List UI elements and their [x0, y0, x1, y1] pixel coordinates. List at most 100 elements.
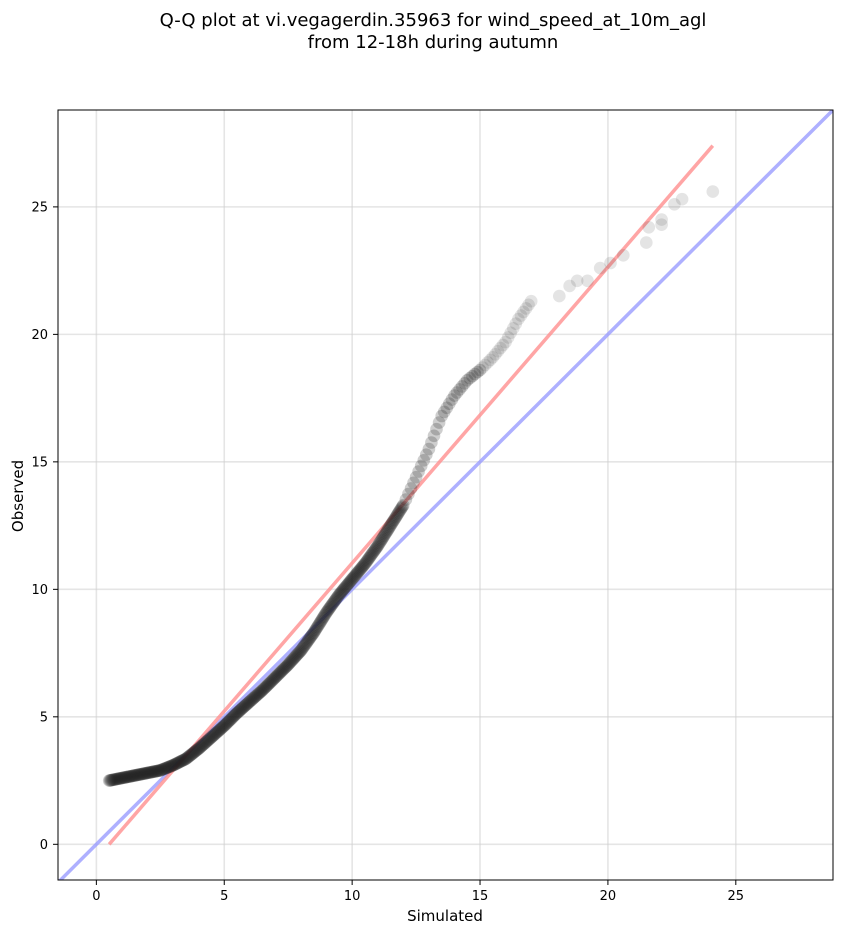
qq-point [386, 516, 399, 529]
x-tick-label: 10 [344, 889, 361, 904]
qq-point [581, 274, 594, 288]
qq-point [111, 772, 124, 786]
qq-point [158, 762, 172, 775]
qq-point [417, 454, 431, 467]
qq-point [362, 552, 375, 565]
qq-point [279, 661, 292, 674]
qq-point [162, 760, 175, 774]
qq-point [143, 766, 156, 779]
qq-point [164, 760, 177, 773]
qq-point [316, 611, 330, 625]
qq-point [218, 718, 232, 732]
qq-point [236, 701, 249, 715]
qq-point [354, 563, 367, 576]
qq-point [224, 713, 237, 726]
qq-point [357, 558, 371, 572]
qq-point [297, 640, 311, 653]
qq-point [463, 371, 477, 385]
qq-point [371, 539, 385, 553]
qq-point [481, 356, 495, 369]
qq-point [391, 507, 405, 521]
qq-point [380, 525, 394, 538]
qq-point [496, 338, 510, 352]
qq-point [220, 716, 234, 730]
qq-point [120, 770, 133, 784]
qq-point [313, 617, 326, 631]
qq-point [218, 719, 231, 732]
qq-point [144, 766, 157, 779]
qq-point [315, 613, 329, 626]
qq-point [181, 751, 194, 764]
qq-point [170, 757, 184, 770]
qq-point [125, 769, 139, 783]
qq-point [148, 765, 162, 778]
qq-point [353, 564, 366, 577]
qq-point [317, 610, 331, 623]
qq-point [184, 748, 197, 762]
qq-point [201, 734, 215, 747]
qq-point [141, 766, 154, 780]
qq-point [180, 751, 194, 765]
qq-point [263, 676, 277, 690]
qq-point [202, 733, 215, 746]
qq-point [168, 758, 182, 771]
qq-point [378, 528, 392, 541]
qq-point [249, 690, 262, 703]
qq-point [524, 294, 538, 308]
qq-point [443, 397, 456, 411]
qq-point [311, 620, 324, 634]
qq-point [287, 652, 301, 665]
qq-point [501, 331, 515, 344]
qq-point [167, 758, 181, 772]
qq-point [655, 213, 668, 226]
chart-title-line-2: from 12-18h during autumn [308, 32, 559, 53]
qq-point [173, 755, 186, 769]
qq-point [131, 768, 144, 782]
qq-point [182, 750, 195, 763]
qq-point [273, 666, 287, 679]
qq-point [204, 731, 217, 745]
qq-point [259, 681, 272, 694]
qq-point [136, 767, 150, 781]
qq-point [276, 663, 290, 677]
qq-point [127, 769, 141, 782]
qq-point [486, 351, 500, 364]
qq-point [301, 635, 314, 648]
qq-point [106, 773, 120, 787]
qq-point [339, 580, 353, 594]
qq-point [322, 603, 335, 616]
qq-point [272, 667, 286, 680]
y-axis-label: Observed [9, 460, 27, 532]
y-axis: 0 5 10 15 20 25 [31, 200, 58, 853]
qq-point [133, 768, 146, 781]
qq-point [305, 628, 319, 642]
qq-point [109, 773, 122, 786]
qq-point [655, 218, 668, 231]
qq-point [325, 598, 339, 611]
qq-point [412, 465, 425, 478]
qq-point [171, 756, 184, 770]
qq-point [292, 646, 306, 659]
qq-point [368, 543, 382, 557]
qq-point [489, 348, 502, 361]
qq-point [341, 578, 354, 591]
qq-point [399, 493, 413, 506]
qq-point [185, 748, 198, 761]
qq-point [295, 643, 309, 656]
fit-line [107, 144, 715, 846]
qq-point [604, 256, 617, 270]
qq-point [213, 723, 226, 737]
qq-point [108, 773, 121, 786]
qq-point [570, 274, 584, 288]
qq-point [165, 759, 179, 772]
qq-point [266, 673, 280, 687]
qq-point [253, 686, 267, 699]
qq-point [314, 614, 328, 628]
qq-point [361, 553, 375, 567]
qq-point [352, 565, 365, 578]
qq-point [388, 512, 402, 525]
qq-point [642, 221, 656, 234]
qq-point [281, 659, 294, 672]
qq-point [183, 749, 196, 763]
qq-point [507, 322, 520, 335]
